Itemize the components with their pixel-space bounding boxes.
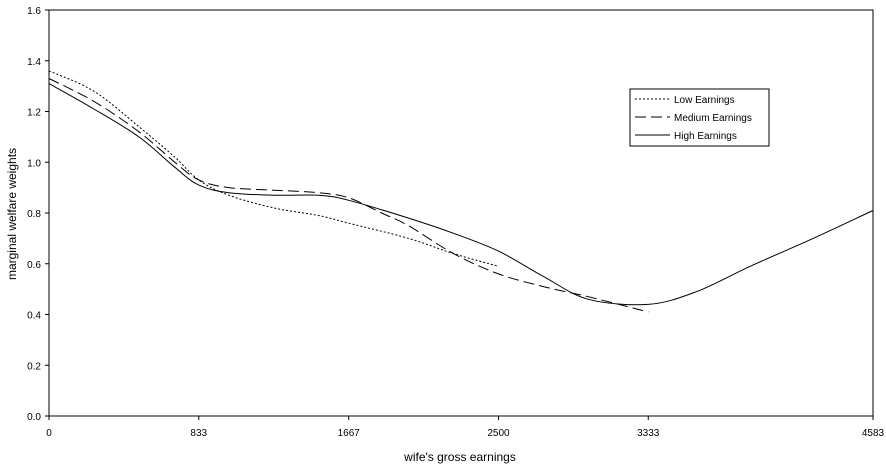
x-tick-label: 1667 [338, 428, 361, 439]
legend-label: Low Earnings [674, 95, 735, 106]
x-tick-label: 0 [46, 428, 52, 439]
y-tick-label: 0.6 [27, 260, 41, 271]
y-tick-label: 1.0 [27, 158, 41, 169]
y-tick-label: 0.2 [27, 361, 41, 372]
legend-label: Medium Earnings [674, 113, 752, 124]
x-tick-label: 833 [190, 428, 207, 439]
y-tick-label: 1.4 [27, 57, 41, 68]
series-line-high-earnings [48, 83, 874, 306]
y-tick-label: 1.6 [27, 6, 41, 17]
y-tick-label: 0.8 [27, 209, 41, 220]
y-tick-label: 1.2 [27, 108, 41, 119]
x-tick-label: 2500 [487, 428, 510, 439]
series-line-medium-earnings [48, 78, 649, 313]
plot-area: 0.0 0.2 0.4 0.6 0.8 1.0 1.2 1.4 1.6 0 833 1667 2500 3… [27, 6, 884, 439]
series-line-low-earnings [48, 70, 499, 267]
y-tick-label: 0.4 [27, 311, 41, 322]
legend-label: High Earnings [674, 131, 737, 142]
y-tick-label: 0.0 [27, 412, 41, 423]
x-tick-label: 3333 [637, 428, 660, 439]
x-axis-label: wife's gross earnings [403, 450, 516, 464]
y-axis-label: marginal welfare weights [5, 148, 19, 280]
plot-frame [48, 9, 874, 417]
x-tick-label: 4583 [862, 428, 885, 439]
